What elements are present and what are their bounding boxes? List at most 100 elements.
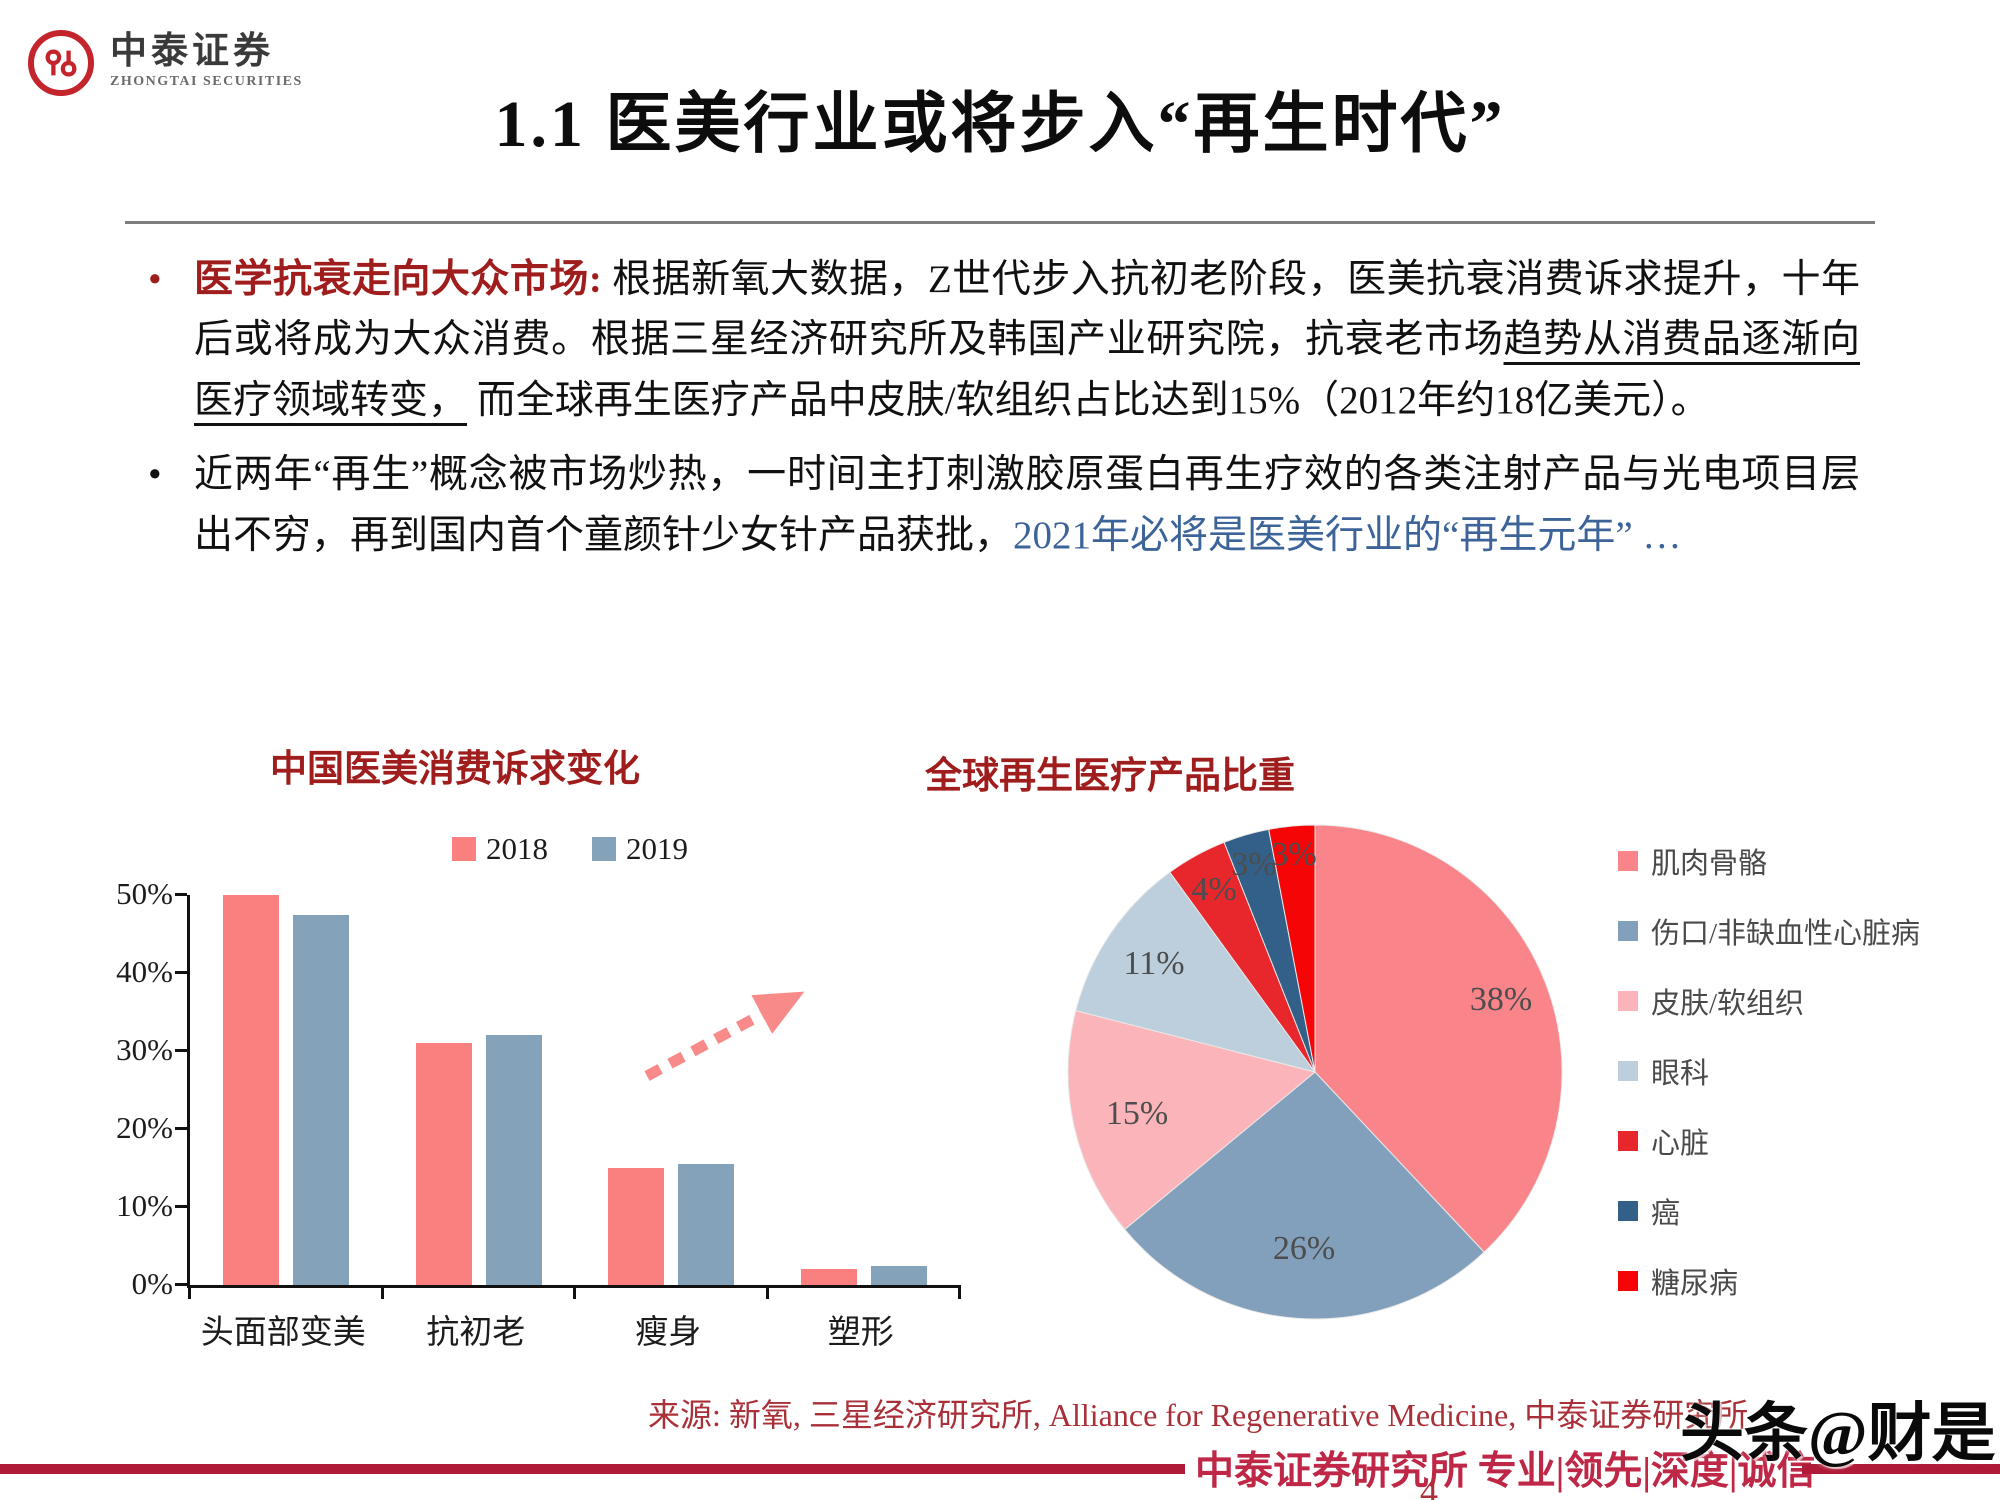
pie-legend-item-7: 糖尿病 xyxy=(1618,1246,1920,1316)
y-axis-label: 20% xyxy=(116,1110,173,1145)
logo-name-cn: 中泰证券 xyxy=(110,31,274,72)
bar-group-4 xyxy=(768,895,961,1285)
legend-swatch xyxy=(1618,1131,1638,1151)
pie-slice-7 xyxy=(1268,824,1316,1073)
footer-rule-right xyxy=(1802,1464,2000,1474)
y-axis-tick xyxy=(175,893,187,896)
y-axis-label: 10% xyxy=(116,1188,173,1223)
pie-value-label: 38% xyxy=(1470,981,1532,1018)
pie-slice-2 xyxy=(1123,1071,1485,1320)
bullet-2-highlight: 2021年必将是医美行业的“再生元年” … xyxy=(1013,513,1682,557)
bar-legend: 2018 2019 xyxy=(185,831,955,867)
watermark: 头条@财是 xyxy=(1680,1398,1996,1469)
trend-arrow-icon xyxy=(644,991,805,1081)
bullet-1-underlined-text: 趋势从消费品逐渐向医疗领域转变， xyxy=(194,318,1860,422)
bullet-list: • 医学抗衰走向大众市场: 根据新氧大数据，Z世代步入抗初老阶段，医美抗衰消费诉… xyxy=(148,250,1860,566)
category-label: 抗初老 xyxy=(426,1315,526,1351)
y-axis-label: 30% xyxy=(116,1032,173,1067)
bar-legend-item-2018: 2018 xyxy=(452,831,548,867)
pie-legend: 肌肉骨骼伤口/非缺血性心脏病 皮肤/软组织 眼科心脏癌糖尿病 xyxy=(1618,826,1920,1316)
legend-swatch xyxy=(1618,921,1638,941)
bullet-1-lead: 医学抗衰走向大众市场: xyxy=(194,258,613,301)
footer-slogan: 中泰证券研究所 专业|领先|深度|诚信 xyxy=(1195,1450,1816,1493)
x-axis-tick xyxy=(573,1285,576,1299)
pie-value-label: 3% xyxy=(1231,846,1276,883)
bullet-marker: • xyxy=(148,258,162,301)
x-axis-tick xyxy=(765,1285,769,1299)
bar-chart: 0% 10% 20% 30% 40% 50% 头面部变美 抗初老 瘦身 塑形 xyxy=(95,876,975,1380)
legend-swatch xyxy=(1618,1201,1638,1221)
y-axis-tick xyxy=(175,1127,187,1130)
legend-swatch xyxy=(452,837,476,861)
bullet-2-text: 近两年“再生”概念被市场炒热，一时间主打刺激胶原蛋白再生疗效的各类注射产品与光电… xyxy=(194,453,1860,557)
y-axis-tick xyxy=(175,1283,187,1286)
bar-groups xyxy=(190,895,960,1285)
pie-value-label: 15% xyxy=(1106,1095,1168,1132)
legend-label: 心脏 xyxy=(1651,1128,1710,1160)
legend-swatch xyxy=(1618,1061,1638,1081)
title-divider xyxy=(125,221,1875,224)
legend-label: 糖尿病 xyxy=(1651,1268,1739,1300)
bar-group-3 xyxy=(575,895,768,1285)
y-axis-label: 0% xyxy=(131,1266,173,1301)
bar-categories: 头面部变美 抗初老 瘦身 塑形 xyxy=(187,1305,957,1353)
pie-legend-item-3: 皮肤/软组织 xyxy=(1618,966,1920,1036)
bullet-1-text-tail: 而全球再生医疗产品中皮肤/软组织占比达到15%（2012年约18亿美元）。 xyxy=(467,378,1710,422)
x-axis-tick xyxy=(380,1285,384,1299)
bar-group-2 xyxy=(383,895,576,1285)
bar-2018 xyxy=(415,1043,472,1285)
zhongtai-logo: 中泰证券 ZHONGTAI SECURITIES xyxy=(28,30,303,96)
legend-label: 2018 xyxy=(486,831,548,866)
legend-swatch xyxy=(1618,991,1638,1011)
y-axis-tick xyxy=(175,1205,187,1208)
bar-chart-title: 中国医美消费诉求变化 xyxy=(270,749,640,790)
legend-label: 癌 xyxy=(1651,1198,1681,1230)
bar-2019 xyxy=(870,1265,927,1285)
pie-slice-1 xyxy=(1314,824,1563,1253)
y-axis-tick xyxy=(175,971,187,974)
pie-chart-title: 全球再生医疗产品比重 xyxy=(925,756,1295,797)
zhongtai-logo-icon xyxy=(28,30,94,96)
source-note: 来源: 新氧, 三星经济研究所, Alliance for Regenerati… xyxy=(648,1397,1749,1433)
pie-legend-item-2: 伤口/非缺血性心脏病 xyxy=(1618,896,1920,966)
bar-y-labels: 0% 10% 20% 30% 40% 50% xyxy=(95,876,173,1301)
logo-name-en: ZHONGTAI SECURITIES xyxy=(110,74,303,90)
legend-label: 皮肤/软组织 xyxy=(1651,988,1805,1020)
pie-legend-item-5: 心脏 xyxy=(1618,1106,1920,1176)
category-label: 塑形 xyxy=(827,1315,894,1351)
bullet-1-text: 根据新氧大数据，Z世代步入抗初老阶段，医美抗衰消费诉求提升，十年后或将成为大众消… xyxy=(194,258,1860,362)
pie-slice-3 xyxy=(1067,1009,1317,1231)
legend-label: 伤口/非缺血性心脏病 xyxy=(1651,918,1921,950)
legend-label: 肌肉骨骼 xyxy=(1651,848,1768,880)
legend-swatch xyxy=(1618,851,1638,871)
category-label: 头面部变美 xyxy=(200,1315,366,1351)
pie-legend-item-6: 癌 xyxy=(1618,1176,1920,1246)
bar-2019 xyxy=(678,1164,735,1285)
bullet-item-1: • 医学抗衰走向大众市场: 根据新氧大数据，Z世代步入抗初老阶段，医美抗衰消费诉… xyxy=(148,250,1860,431)
bullet-item-2: • 近两年“再生”概念被市场炒热，一时间主打刺激胶原蛋白再生疗效的各类注射产品与… xyxy=(148,445,1860,566)
x-axis-tick xyxy=(958,1285,961,1299)
page-title: 1.1 医美行业或将步入“再生时代” xyxy=(494,88,1506,161)
pie-value-label: 3% xyxy=(1271,836,1316,873)
footer-rule-left xyxy=(0,1464,1185,1474)
pie-legend-item-4: 眼科 xyxy=(1618,1036,1920,1106)
legend-label: 2019 xyxy=(626,831,688,866)
bar-2018 xyxy=(800,1269,857,1285)
x-axis-tick xyxy=(188,1285,191,1299)
logo-text: 中泰证券 ZHONGTAI SECURITIES xyxy=(110,30,303,90)
bar-legend-item-2019: 2019 xyxy=(592,831,688,867)
pie-slice-4 xyxy=(1075,871,1317,1073)
bar-group-1 xyxy=(190,895,383,1285)
logo-motif-icon xyxy=(45,49,77,77)
pie-svg: 38%26%15%11%4%3%3% xyxy=(1067,824,1563,1320)
legend-label: 眼科 xyxy=(1651,1058,1710,1090)
pie-value-label: 4% xyxy=(1191,871,1236,908)
bar-2018 xyxy=(608,1168,665,1285)
pie-legend-item-1: 肌肉骨骼 xyxy=(1618,826,1920,896)
bar-2019 xyxy=(293,914,350,1285)
page-number: 4 xyxy=(1420,1471,1438,1500)
y-axis-label: 50% xyxy=(116,876,173,911)
y-axis-tick xyxy=(175,1049,187,1052)
legend-swatch xyxy=(592,837,616,861)
